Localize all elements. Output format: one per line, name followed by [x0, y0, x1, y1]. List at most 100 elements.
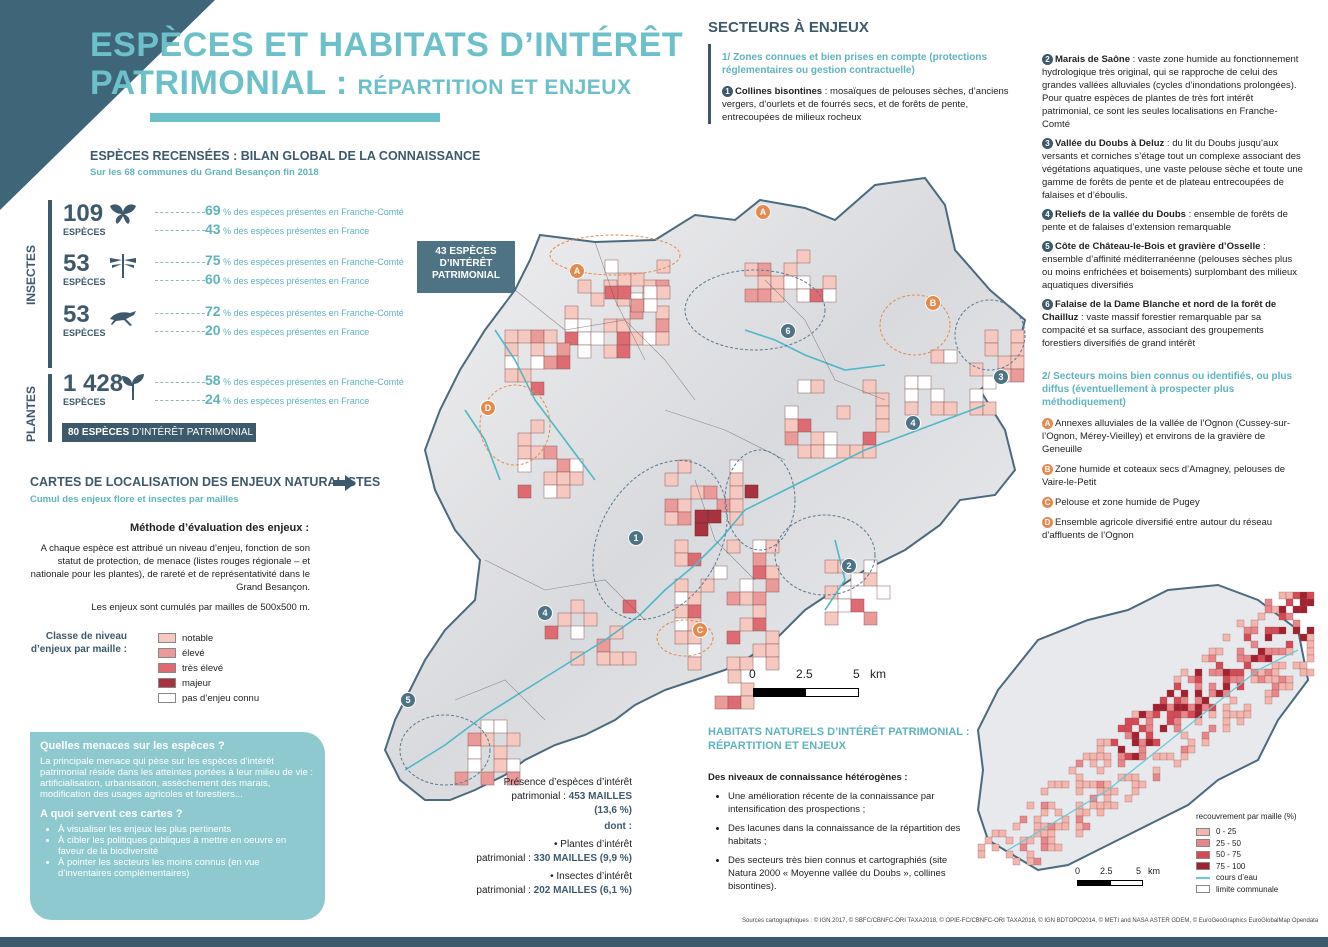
secteurs-sub1: 1/ Zones connues et bien prises en compt… [722, 52, 988, 76]
grid-cell [796, 288, 811, 303]
grid-cell [765, 643, 780, 658]
grid-cell [530, 355, 545, 370]
grid-cell [604, 259, 619, 274]
grid-cell [765, 656, 780, 671]
connector-dots [155, 313, 205, 314]
habitat-cell [1131, 710, 1140, 719]
grid-cell [674, 630, 689, 645]
legend-swatch [1196, 876, 1210, 879]
pct-label: des espèces présentes en Franche-Comté [233, 207, 404, 217]
grid-cell [603, 344, 618, 359]
grid-cell [757, 288, 772, 303]
threats-box: Quelles menaces sur les espèces ? La pri… [30, 732, 325, 920]
habitat-cell [1075, 815, 1084, 824]
species-unit: ESPÈCES [63, 397, 106, 407]
habitat-cell [1103, 780, 1112, 789]
habitat-cell [1103, 801, 1112, 810]
connector-dots [155, 400, 205, 401]
grid-cell [677, 511, 692, 526]
hscale-unit: km [1148, 866, 1160, 876]
sector-marker-A: A [569, 263, 585, 279]
pct-label: des espèces présentes en Franche-Comté [233, 257, 404, 267]
habitat-cell [1117, 745, 1126, 754]
pct-sign: % [223, 226, 232, 236]
grid-cell [504, 368, 519, 383]
habitat-cell [1264, 647, 1273, 656]
habitat-cell [1236, 654, 1245, 663]
habitat-cell [1096, 738, 1105, 747]
habitat-cell [1292, 619, 1301, 628]
pct-value: 60 [205, 271, 221, 287]
habitat-cell [1124, 724, 1133, 733]
secteur-item-2: 2 Marais de Saône : vaste zone humide au … [1042, 53, 1304, 131]
pct-france: 24 % des espèces présentes en France [205, 391, 369, 407]
secteur-letter: C [1042, 497, 1053, 508]
habitat-cell [1271, 689, 1280, 698]
habitat-cell [1096, 801, 1105, 810]
habitat-cell [1271, 675, 1280, 684]
habitat-cell [1236, 668, 1245, 677]
habitat-cell [1103, 794, 1112, 803]
grid-cell [643, 285, 658, 300]
scale-tick-2-5: 2.5 [796, 667, 813, 681]
habitat-cell [1152, 703, 1161, 712]
habitat-cell [1138, 724, 1147, 733]
grid-cell [822, 288, 837, 303]
legend-label: pas d’enjeu connu [182, 693, 260, 704]
habitat-cell [1243, 626, 1252, 635]
habitat-cell [1089, 801, 1098, 810]
title-line1: ESPÈCES ET HABITATS D’INTÉRÊT [90, 26, 684, 64]
secteur-letter: D [1042, 517, 1053, 528]
habitat-cell [1075, 822, 1084, 831]
grid-cell [655, 331, 670, 346]
grid-cell [677, 498, 692, 513]
habitat-cell [1278, 612, 1287, 621]
habitat-cell [1278, 605, 1287, 614]
habitat-cell [1145, 724, 1154, 733]
grid-cell [744, 484, 759, 499]
habitat-cell [1166, 717, 1175, 726]
habitat-cell [1257, 675, 1266, 684]
grid-cell [984, 329, 999, 344]
habitats-sub: Des niveaux de connaissance hétérogènes … [708, 772, 908, 783]
secteur-name: Marais de Saône [1055, 54, 1130, 65]
habitat-cell [1243, 654, 1252, 663]
plants-label: PLANTES [24, 386, 38, 443]
grid-cell [784, 431, 799, 446]
habitat-cell [1089, 759, 1098, 768]
habitats-map [976, 583, 1315, 872]
habitat-cell [1306, 598, 1315, 607]
pct-sign: % [223, 207, 232, 217]
habitat-cell [977, 850, 986, 859]
grid-cell [493, 745, 508, 760]
secteur-name: Falaise de la Dame Blanche et nord de la… [1042, 299, 1277, 323]
habitat-cell [1033, 857, 1042, 866]
habitat-cell [1131, 717, 1140, 726]
species-unit: ESPÈCES [63, 328, 106, 338]
sector-marker-B: B [925, 295, 941, 311]
habitat-cell [1110, 801, 1119, 810]
secteur-text: : vaste massif forestier remarquable par… [1042, 312, 1264, 349]
legend-title: Classe de niveau d’enjeux par maille : [30, 631, 127, 655]
plants-value: 330 MAILLES (9,9 %) [533, 853, 632, 864]
pct-value: 72 [205, 303, 221, 319]
habitat-cell [1306, 668, 1315, 677]
threats-list: À visualiser les enjeux les plus pertine… [40, 824, 315, 879]
legend-label: 0 - 25 [1216, 827, 1237, 836]
grid-cell [752, 617, 767, 632]
habitat-cell [1173, 710, 1182, 719]
habitat-cell [1264, 654, 1273, 663]
species-unit: ESPÈCES [63, 277, 106, 287]
habitat-cell [1117, 759, 1126, 768]
secteurs-heading: SECTEURS À ENJEUX [708, 19, 869, 36]
secteur-text: : vaste zone humide au fonctionnement hy… [1042, 54, 1299, 130]
species-count: 53 [63, 301, 90, 328]
habitat-cell [1278, 675, 1287, 684]
grid-cell [616, 344, 631, 359]
habitat-cell [1299, 605, 1308, 614]
habitat-cell [1152, 773, 1161, 782]
habitat-cell [1075, 773, 1084, 782]
legend-item: 25 - 50 [1196, 838, 1278, 850]
grid-cell [739, 591, 754, 606]
pct-france: 20 % des espèces présentes en France [205, 322, 369, 338]
